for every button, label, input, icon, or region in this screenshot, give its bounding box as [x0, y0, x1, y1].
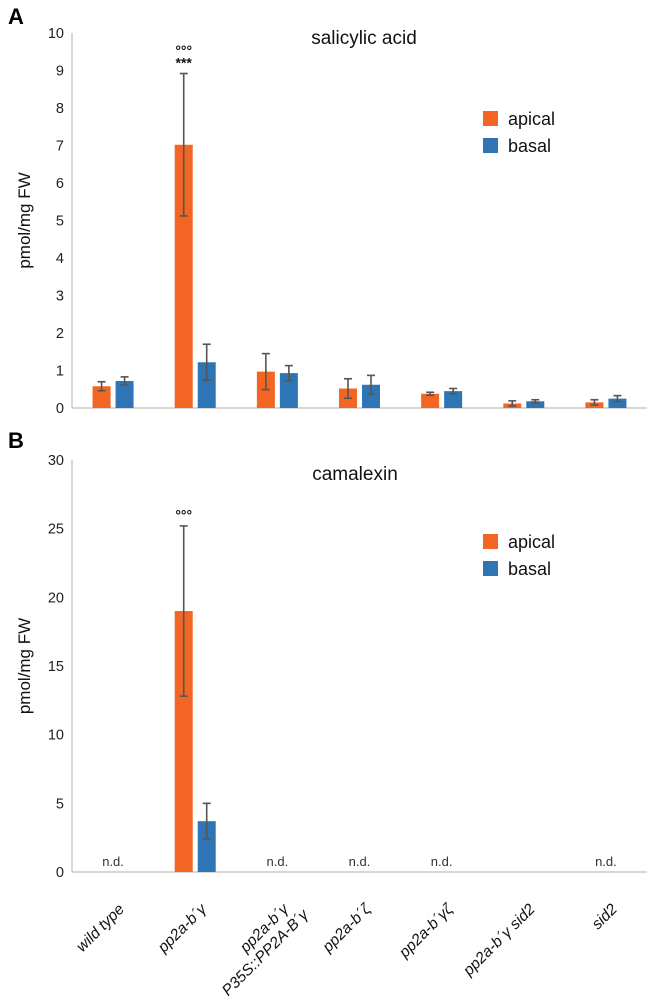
bar-apical	[174, 611, 193, 872]
legend-label-basal: basal	[508, 136, 551, 156]
legend-swatch-apical	[483, 111, 498, 126]
panel-b-letter: B	[8, 428, 24, 453]
y-tick-label: 5	[56, 796, 64, 812]
y-tick-label: 25	[48, 522, 64, 538]
not-detected-label: n.d.	[349, 854, 371, 869]
chart-title: camalexin	[312, 464, 398, 485]
y-tick-label: 10	[48, 728, 64, 744]
bar-apical	[92, 386, 111, 408]
x-category-label: pp2a-b´γζ	[395, 900, 457, 962]
bar-apical	[421, 393, 440, 408]
not-detected-label: n.d.	[431, 854, 453, 869]
y-tick-label: 8	[56, 101, 64, 117]
significance-label: °°°	[175, 507, 192, 523]
bar-basal	[444, 391, 463, 408]
panel-a-letter: A	[8, 4, 24, 29]
legend-label-apical: apical	[508, 109, 555, 129]
y-tick-label: 5	[56, 214, 64, 230]
significance-label: ***	[176, 55, 193, 71]
y-tick-label: 9	[56, 64, 64, 80]
bar-basal	[362, 384, 380, 408]
y-tick-label: 3	[56, 289, 64, 305]
y-tick-label: 20	[48, 590, 64, 606]
bar-basal	[608, 398, 627, 408]
not-detected-label: n.d.	[102, 854, 124, 869]
y-tick-label: 6	[56, 176, 64, 192]
y-tick-label: 15	[48, 659, 64, 675]
bar-basal	[115, 381, 134, 408]
legend-label-basal: basal	[508, 559, 551, 579]
significance-label: °°°	[175, 43, 192, 59]
bar-basal	[197, 362, 216, 408]
bar-basal	[197, 821, 216, 872]
y-tick-label: 0	[56, 401, 64, 417]
y-tick-label: 0	[56, 865, 64, 881]
y-tick-label: 30	[48, 453, 64, 469]
x-category-label: pp2a-b´ζ	[319, 900, 375, 956]
x-category-label: pp2a-b´γ	[154, 900, 211, 957]
y-tick-label: 1	[56, 364, 64, 380]
y-axis-label: pmol/mg FW	[15, 618, 34, 714]
bar-basal	[279, 373, 298, 408]
legend-swatch-basal	[483, 561, 498, 576]
chart-title: salicylic acid	[311, 28, 417, 49]
y-tick-label: 7	[56, 139, 64, 155]
y-axis-label: pmol/mg FW	[15, 172, 34, 268]
panel-a-salicylic-acid-chart: A 0 1 2 3 4 5 6 7 8 9 10 salicylic acid pmol/mg FW ap…	[8, 4, 647, 417]
y-tick-label: 4	[56, 251, 64, 267]
bar-basal	[526, 401, 545, 408]
not-detected-label: n.d.	[267, 854, 289, 869]
legend-swatch-apical	[483, 534, 498, 549]
y-tick-label: 10	[48, 26, 64, 42]
x-category-label: sid2	[589, 901, 621, 933]
not-detected-label: n.d.	[595, 854, 617, 869]
bar-apical	[174, 144, 193, 408]
x-category-label: wild type	[73, 901, 128, 956]
legend-label-apical: apical	[508, 532, 555, 552]
y-tick-label: 2	[56, 326, 64, 342]
legend-swatch-basal	[483, 138, 498, 153]
x-category-label: pp2a-b´γ sid2	[459, 901, 538, 980]
panel-b-camalexin-chart: B 0 5 10 15 20 25 30 camalexin pmol/mg FW apical b…	[8, 428, 647, 881]
